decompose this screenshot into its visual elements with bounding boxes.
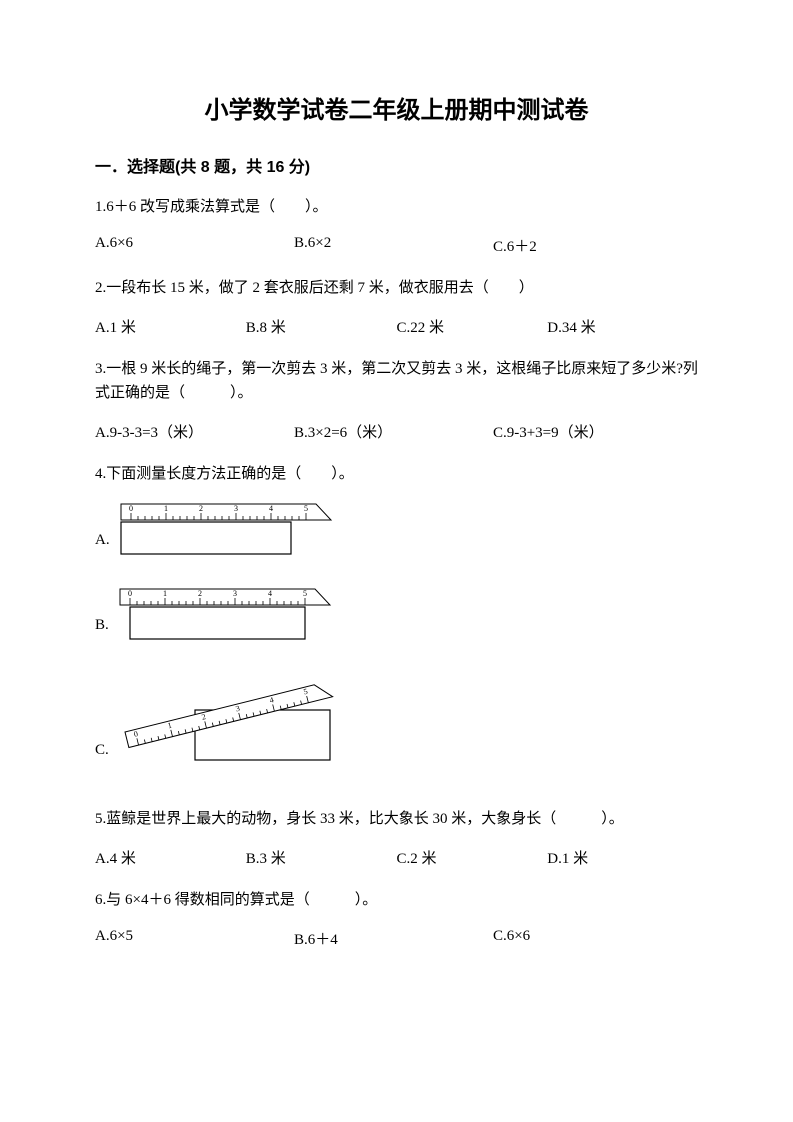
- svg-text:1: 1: [163, 589, 167, 598]
- q2-text: 2.一段布长 15 米，做了 2 套衣服后还剩 7 米，做衣服用去（ ）: [95, 276, 698, 300]
- q2-opt-c: C.22 米: [397, 316, 548, 337]
- svg-text:4: 4: [269, 504, 273, 513]
- q5-text: 5.蓝鲸是世界上最大的动物，身长 33 米，比大象长 30 米，大象身长（ ）。: [95, 807, 698, 831]
- q3-opt-b: B.3×2=6（米）: [294, 421, 493, 442]
- q5-opt-d: D.1 米: [547, 847, 698, 868]
- q3-opt-c: C.9-3+3=9（米）: [493, 421, 692, 442]
- page-title: 小学数学试卷二年级上册期中测试卷: [95, 90, 698, 125]
- svg-text:3: 3: [234, 504, 238, 513]
- q4-figure-a: A. 0 1 2 3 4 5: [95, 502, 698, 557]
- q4-figure-b: B. 0 1 2 3 4 5: [95, 587, 698, 642]
- svg-text:4: 4: [268, 589, 272, 598]
- q3-text: 3.一根 9 米长的绳子，第一次剪去 3 米，第二次又剪去 3 米，这根绳子比原…: [95, 357, 698, 405]
- q3-opt-a: A.9-3-3=3（米）: [95, 421, 294, 442]
- q2-opt-b: B.8 米: [246, 316, 397, 337]
- svg-text:2: 2: [199, 504, 203, 513]
- svg-text:5: 5: [303, 589, 307, 598]
- q2-options: A.1 米 B.8 米 C.22 米 D.34 米: [95, 316, 698, 337]
- q6-opt-b: B.6＋4: [294, 928, 493, 949]
- svg-text:5: 5: [304, 504, 308, 513]
- q6-opt-c: C.6×6: [493, 928, 692, 949]
- ruler-figure-a: 0 1 2 3 4 5: [116, 502, 336, 557]
- ruler-figure-b: 0 1 2 3 4 5: [115, 587, 335, 642]
- q2-opt-a: A.1 米: [95, 316, 246, 337]
- q5-opt-a: A.4 米: [95, 847, 246, 868]
- q5-options: A.4 米 B.3 米 C.2 米 D.1 米: [95, 847, 698, 868]
- q1-opt-b: B.6×2: [294, 235, 493, 256]
- q4-text: 4.下面测量长度方法正确的是（ ）。: [95, 462, 698, 486]
- svg-text:3: 3: [233, 589, 237, 598]
- q4-label-b: B.: [95, 617, 109, 642]
- section-1-header: 一．选择题(共 8 题，共 16 分): [95, 153, 698, 177]
- q2-opt-d: D.34 米: [547, 316, 698, 337]
- q1-text: 1.6＋6 改写成乘法算式是（ ）。: [95, 195, 698, 219]
- q6-options: A.6×5 B.6＋4 C.6×6: [95, 928, 698, 949]
- svg-text:2: 2: [198, 589, 202, 598]
- q6-text: 6.与 6×4＋6 得数相同的算式是（ ）。: [95, 888, 698, 912]
- svg-text:1: 1: [164, 504, 168, 513]
- q5-opt-b: B.3 米: [246, 847, 397, 868]
- ruler-figure-c: 0 1 2 3 4 5: [115, 672, 355, 767]
- svg-text:0: 0: [128, 589, 132, 598]
- svg-text:0: 0: [129, 504, 133, 513]
- q4-label-c: C.: [95, 742, 109, 767]
- q4-figure-c: C. 0 1 2 3 4 5: [95, 672, 698, 767]
- q6-opt-a: A.6×5: [95, 928, 294, 949]
- q3-options: A.9-3-3=3（米） B.3×2=6（米） C.9-3+3=9（米）: [95, 421, 698, 442]
- q1-options: A.6×6 B.6×2 C.6＋2: [95, 235, 698, 256]
- q1-opt-c: C.6＋2: [493, 235, 692, 256]
- q1-opt-a: A.6×6: [95, 235, 294, 256]
- q4-label-a: A.: [95, 532, 110, 557]
- q5-opt-c: C.2 米: [397, 847, 548, 868]
